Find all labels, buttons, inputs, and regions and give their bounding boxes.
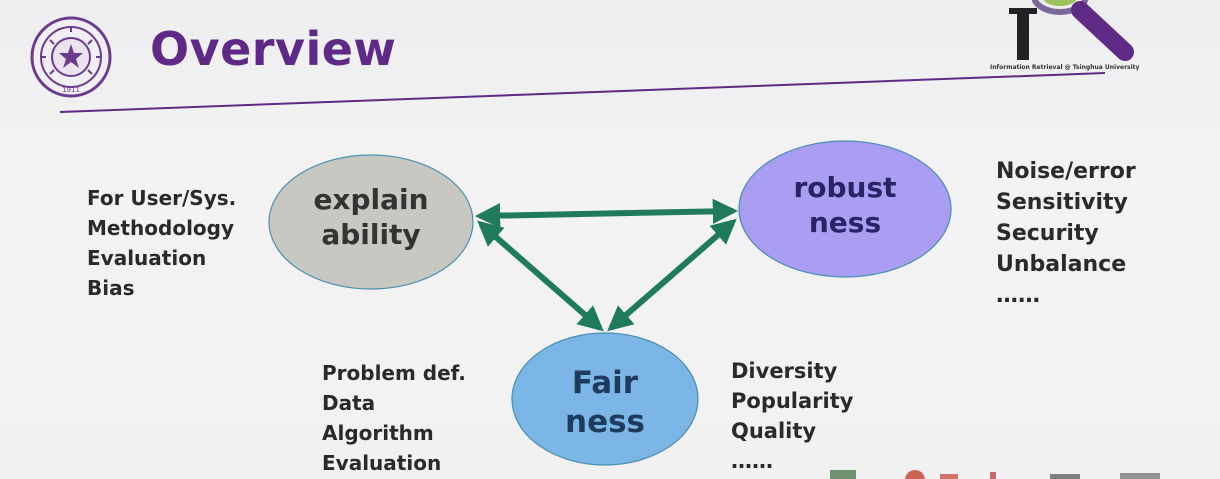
fairness-topics-left: Problem def. Data Algorithm Evaluation bbox=[322, 358, 466, 478]
lab-logo-caption: Information Retrieval @ Tsinghua Univers… bbox=[990, 64, 1140, 71]
list-item: Unbalance bbox=[996, 252, 1127, 277]
robustness-topics: Noise/error Sensitivity Security Unbalan… bbox=[996, 156, 1136, 311]
list-item: Problem def. bbox=[322, 361, 466, 385]
robustness-node bbox=[738, 140, 952, 278]
list-item: For User/Sys. bbox=[87, 186, 237, 210]
list-item: Quality bbox=[731, 419, 817, 443]
list-item: Algorithm bbox=[322, 421, 434, 445]
seal-year: 1911 bbox=[62, 86, 80, 94]
fairness-topics-right: Diversity Popularity Quality …… bbox=[731, 356, 853, 476]
robustness-label: robust ness bbox=[765, 170, 925, 240]
university-seal-icon: 1911 bbox=[30, 16, 112, 98]
list-item: Noise/error bbox=[996, 159, 1136, 184]
robustness-label-line2: ness bbox=[808, 206, 882, 239]
list-item: Bias bbox=[87, 276, 135, 300]
robustness-label-line1: robust bbox=[793, 171, 897, 204]
fairness-label: Fair ness bbox=[530, 364, 680, 442]
partner-logos-strip bbox=[830, 470, 1160, 479]
list-item: Security bbox=[996, 221, 1099, 246]
list-item: Methodology bbox=[87, 216, 235, 240]
arrow-explainability-robustness bbox=[474, 198, 739, 229]
list-item: Data bbox=[322, 391, 376, 415]
explainability-label-line2: ability bbox=[321, 218, 421, 251]
fairness-label-line1: Fair bbox=[571, 365, 639, 401]
list-item: Evaluation bbox=[322, 451, 442, 475]
lab-logo-icon bbox=[1009, 0, 1134, 61]
fairness-node bbox=[511, 332, 699, 466]
explainability-topics: For User/Sys. Methodology Evaluation Bia… bbox=[87, 183, 236, 303]
list-item: Popularity bbox=[731, 389, 854, 413]
list-item: Diversity bbox=[731, 359, 838, 383]
arrow-explainability-fairness bbox=[477, 220, 604, 332]
list-item: Evaluation bbox=[87, 246, 207, 270]
fairness-label-line2: ness bbox=[565, 403, 645, 440]
list-item: Sensitivity bbox=[996, 190, 1128, 215]
list-item: …… bbox=[731, 449, 773, 473]
arrow-robustness-fairness bbox=[607, 218, 737, 332]
explainability-node bbox=[268, 154, 474, 290]
list-item: …… bbox=[996, 283, 1040, 308]
slide-title: Overview bbox=[150, 22, 397, 76]
explainability-label-line1: explain bbox=[313, 183, 429, 216]
explainability-label: explain ability bbox=[291, 182, 451, 252]
